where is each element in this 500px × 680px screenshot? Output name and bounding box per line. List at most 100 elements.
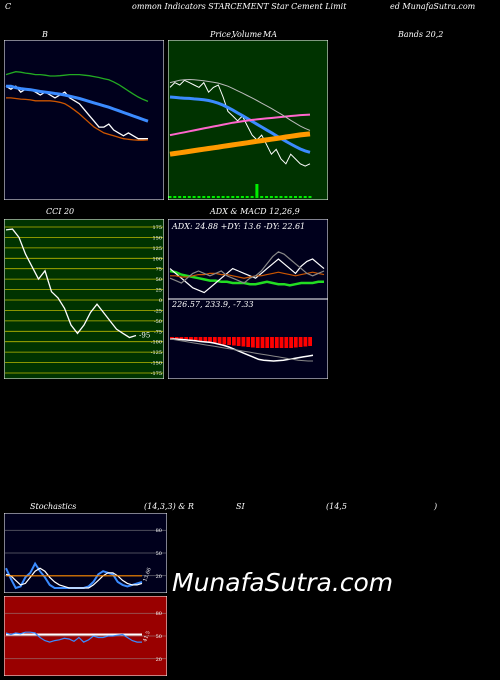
volume-bar [236, 196, 240, 198]
cci-value-label: -95 [139, 332, 150, 340]
macd-histogram-bar [246, 337, 251, 347]
volume-bar [274, 196, 278, 198]
header-title: ommon Indicators STARCEMENT Star Cement … [132, 2, 347, 11]
cci-tick-label: -125 [151, 350, 162, 356]
macd-line-0 [170, 338, 314, 362]
macd-histogram-bar [303, 337, 308, 347]
cci-tick-label: 0 [159, 298, 162, 304]
macd-chart: 226.57, 233.9, -7.33 [168, 299, 328, 379]
bollinger-bg [4, 40, 164, 200]
volume-bar [202, 196, 206, 198]
volume-bar [279, 196, 283, 198]
price-line-2 [169, 113, 311, 137]
cci-tick-label: 25 [156, 288, 162, 294]
stoch-tick-label: 20 [156, 574, 162, 580]
volume-bar [207, 196, 211, 198]
macd-histogram-bar [189, 337, 193, 341]
macd-histogram-bar [198, 337, 203, 342]
volume-bar [211, 196, 215, 198]
price-line-0 [169, 79, 311, 167]
stoch-tick-label: 50 [156, 551, 162, 557]
macd-histogram-bar [298, 337, 303, 347]
stochastics-chart: 80 50 20 13.66 [4, 513, 167, 593]
cci-tick-label: 50 [156, 277, 162, 283]
volume-bar [245, 196, 249, 198]
volume-bar [192, 196, 196, 198]
cci-title: CCI 20 [46, 207, 75, 216]
cci-line [5, 228, 137, 339]
macd-histogram-bar [212, 337, 217, 344]
volume-bar [308, 196, 312, 198]
cci-tick-label: -25 [154, 308, 162, 314]
macd-histogram-bar [193, 337, 198, 342]
macd-histogram-bar [289, 337, 293, 348]
price-line-1 [169, 95, 311, 154]
rsi-title: SI [236, 502, 245, 511]
macd-histogram-bar [174, 337, 179, 340]
adx-line-0 [169, 269, 324, 287]
macd-histogram-bar [270, 337, 274, 348]
cci-tick-label: -75 [154, 329, 162, 335]
macd-histogram-bar [208, 337, 212, 343]
adx-line-2 [170, 271, 325, 279]
volume-bar [298, 196, 302, 198]
volume-bar [255, 184, 259, 198]
price-volume-ma-chart [168, 40, 328, 200]
macd-histogram-bar [308, 337, 312, 346]
volume-bar [183, 196, 186, 198]
header-left: C [5, 2, 12, 11]
volume-bar [303, 196, 307, 198]
volume-bar [284, 196, 288, 198]
bollinger-title: B [42, 30, 48, 39]
price-title-price: Price, [210, 30, 234, 39]
price-title-volume: Volume [232, 30, 262, 39]
macd-histogram-bar [260, 337, 265, 348]
cci-tick-label: -150 [151, 361, 162, 367]
rsi-tick-label: 20 [156, 657, 162, 663]
volume-bar [173, 196, 177, 198]
volume-bar [168, 196, 172, 198]
adx-line-1 [169, 258, 325, 294]
volume-bar [187, 196, 191, 198]
price-line-4 [169, 78, 311, 131]
stoch-line-1 [5, 567, 143, 589]
volume-bar [265, 196, 269, 198]
cci-tick-label: -175 [151, 371, 162, 377]
cci-tick-label: 175 [152, 225, 162, 231]
volume-bar [294, 196, 297, 198]
volume-bar [250, 196, 254, 198]
macd-histogram-bar [293, 337, 298, 348]
rsi-value-label: 41.5 [142, 630, 151, 643]
macd-histogram-bar [265, 337, 270, 348]
stoch-value-label: 13.66 [142, 567, 153, 583]
macd-histogram-bar [179, 337, 184, 340]
macd-histogram-bar [274, 337, 279, 348]
adx-chart: ADX: 24.88 +DY: 13.6 -DY: 22.61 [168, 219, 328, 299]
adx-readout: ADX: 24.88 +DY: 13.6 -DY: 22.61 [171, 222, 305, 231]
cci-tick-label: 100 [152, 256, 162, 262]
watermark: MunafaSutra.com [172, 568, 394, 597]
cci-tick-label: 75 [156, 267, 162, 273]
macd-histogram-bar [227, 337, 231, 345]
cci-bg [4, 219, 164, 379]
price-line-3 [169, 131, 311, 157]
bollinger-line-3 [6, 97, 149, 141]
macd-line-1 [169, 338, 313, 362]
rsi-params: (14,5 [326, 502, 347, 511]
volume-bar [289, 196, 293, 198]
macd-histogram-bar [284, 337, 289, 348]
volume-bar [221, 196, 225, 198]
adx-line-3 [169, 251, 325, 284]
stoch-title: Stochastics [30, 502, 77, 511]
macd-histogram-bar [236, 337, 241, 346]
bollinger-line-2 [5, 71, 149, 103]
rsi-tick-label: 50 [156, 634, 162, 640]
bollinger-chart [4, 40, 164, 200]
price-title-ma: MA [263, 30, 277, 39]
adx-title: ADX & MACD 12,26,9 [210, 207, 300, 216]
volume-bar [226, 196, 230, 198]
cci-tick-label: 150 [152, 235, 162, 241]
cci-chart: 175 150 125 100 75 50 25 0 -25 -50 -75 -100 -125 -150… [4, 219, 164, 379]
macd-histogram-bar [170, 337, 174, 339]
volume-bar [216, 196, 220, 198]
